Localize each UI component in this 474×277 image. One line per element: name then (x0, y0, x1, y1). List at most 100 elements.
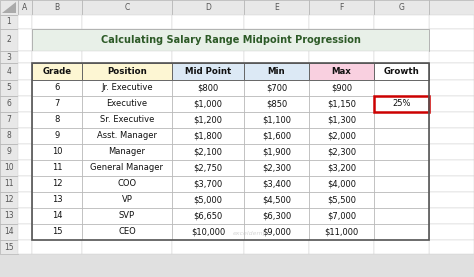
FancyBboxPatch shape (309, 208, 374, 224)
FancyBboxPatch shape (309, 240, 374, 254)
FancyBboxPatch shape (32, 63, 82, 80)
FancyBboxPatch shape (82, 128, 172, 144)
FancyBboxPatch shape (429, 240, 474, 254)
FancyBboxPatch shape (18, 128, 32, 144)
Text: $6,650: $6,650 (193, 212, 223, 220)
FancyBboxPatch shape (309, 15, 374, 29)
FancyBboxPatch shape (309, 112, 374, 128)
FancyBboxPatch shape (18, 112, 32, 128)
FancyBboxPatch shape (374, 51, 429, 63)
FancyBboxPatch shape (32, 96, 82, 112)
FancyBboxPatch shape (18, 29, 32, 51)
Text: $2,750: $2,750 (193, 163, 223, 173)
FancyBboxPatch shape (82, 144, 172, 160)
FancyBboxPatch shape (244, 224, 309, 240)
Text: Sr. Executive: Sr. Executive (100, 116, 154, 124)
FancyBboxPatch shape (172, 240, 244, 254)
Text: 11: 11 (4, 179, 14, 189)
FancyBboxPatch shape (244, 96, 309, 112)
Text: 12: 12 (52, 179, 62, 189)
Text: Asst. Manager: Asst. Manager (97, 132, 157, 140)
FancyBboxPatch shape (18, 192, 32, 208)
FancyBboxPatch shape (429, 128, 474, 144)
FancyBboxPatch shape (172, 80, 244, 96)
Text: 2: 2 (7, 35, 11, 45)
Text: 12: 12 (4, 196, 14, 204)
FancyBboxPatch shape (429, 224, 474, 240)
FancyBboxPatch shape (82, 192, 172, 208)
FancyBboxPatch shape (18, 224, 32, 240)
Text: $1,900: $1,900 (262, 147, 291, 157)
Text: $1,150: $1,150 (327, 99, 356, 109)
FancyBboxPatch shape (172, 15, 244, 29)
Text: $4,000: $4,000 (327, 179, 356, 189)
Text: Executive: Executive (107, 99, 147, 109)
Text: $850: $850 (266, 99, 287, 109)
FancyBboxPatch shape (82, 224, 172, 240)
FancyBboxPatch shape (0, 160, 18, 176)
FancyBboxPatch shape (244, 112, 309, 128)
Text: 8: 8 (55, 116, 60, 124)
FancyBboxPatch shape (244, 176, 309, 192)
Text: C: C (124, 3, 129, 12)
FancyBboxPatch shape (32, 160, 82, 176)
FancyBboxPatch shape (374, 224, 429, 240)
FancyBboxPatch shape (309, 0, 374, 15)
FancyBboxPatch shape (309, 144, 374, 160)
FancyBboxPatch shape (172, 112, 244, 128)
Text: $2,000: $2,000 (327, 132, 356, 140)
Text: Grade: Grade (43, 67, 72, 76)
Text: VP: VP (121, 196, 132, 204)
FancyBboxPatch shape (18, 0, 32, 15)
Text: $6,300: $6,300 (262, 212, 291, 220)
Text: 3: 3 (7, 53, 11, 61)
FancyBboxPatch shape (82, 160, 172, 176)
Text: $7,000: $7,000 (327, 212, 356, 220)
Text: 14: 14 (52, 212, 62, 220)
FancyBboxPatch shape (82, 176, 172, 192)
FancyBboxPatch shape (82, 240, 172, 254)
Text: 11: 11 (52, 163, 62, 173)
FancyBboxPatch shape (0, 208, 18, 224)
Text: 6: 6 (55, 83, 60, 93)
FancyBboxPatch shape (0, 240, 18, 254)
Text: $10,000: $10,000 (191, 227, 225, 237)
FancyBboxPatch shape (172, 224, 244, 240)
FancyBboxPatch shape (32, 15, 82, 29)
Text: $1,100: $1,100 (262, 116, 291, 124)
Text: $1,600: $1,600 (262, 132, 291, 140)
Text: Position: Position (107, 67, 147, 76)
Text: E: E (274, 3, 279, 12)
FancyBboxPatch shape (82, 63, 172, 80)
Text: $9,000: $9,000 (262, 227, 291, 237)
Text: 9: 9 (55, 132, 60, 140)
FancyBboxPatch shape (0, 176, 18, 192)
FancyBboxPatch shape (82, 96, 172, 112)
FancyBboxPatch shape (374, 240, 429, 254)
FancyBboxPatch shape (244, 15, 309, 29)
FancyBboxPatch shape (374, 144, 429, 160)
FancyBboxPatch shape (0, 29, 18, 51)
FancyBboxPatch shape (0, 0, 18, 15)
Polygon shape (2, 2, 16, 13)
FancyBboxPatch shape (18, 160, 32, 176)
FancyBboxPatch shape (18, 63, 32, 80)
FancyBboxPatch shape (244, 63, 309, 80)
Text: 4: 4 (7, 67, 11, 76)
FancyBboxPatch shape (374, 96, 429, 112)
FancyBboxPatch shape (429, 192, 474, 208)
Text: Manager: Manager (109, 147, 146, 157)
Text: CEO: CEO (118, 227, 136, 237)
FancyBboxPatch shape (429, 176, 474, 192)
FancyBboxPatch shape (32, 240, 82, 254)
FancyBboxPatch shape (309, 192, 374, 208)
Text: 15: 15 (52, 227, 62, 237)
Text: 15: 15 (4, 242, 14, 252)
Text: $900: $900 (331, 83, 352, 93)
FancyBboxPatch shape (0, 128, 18, 144)
Text: Growth: Growth (383, 67, 419, 76)
Text: Min: Min (268, 67, 285, 76)
FancyBboxPatch shape (429, 15, 474, 29)
FancyBboxPatch shape (374, 0, 429, 15)
Text: A: A (22, 3, 27, 12)
